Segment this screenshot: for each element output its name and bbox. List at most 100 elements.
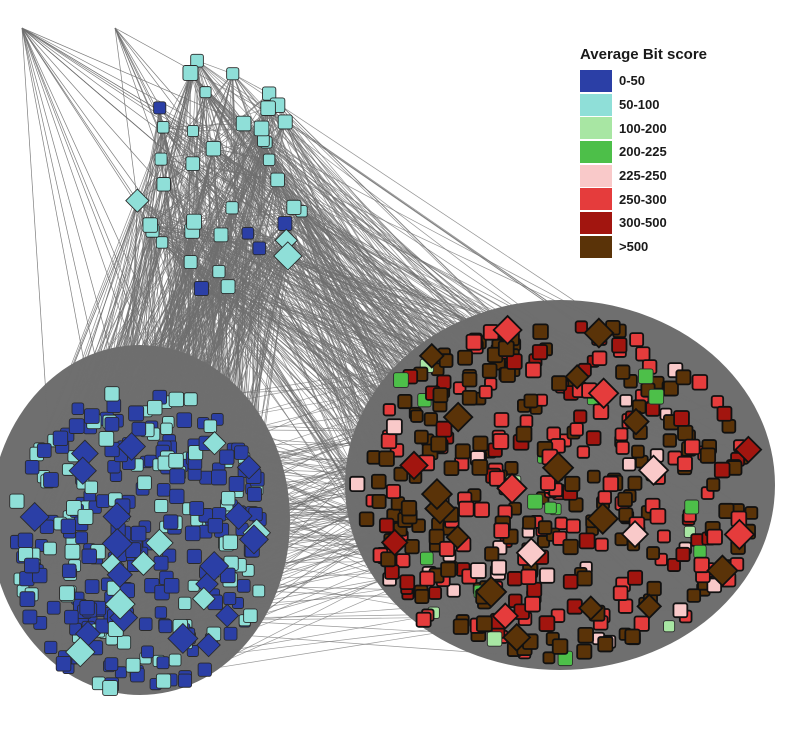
network-edge (91, 200, 138, 417)
network-node (693, 556, 710, 574)
network-edge (21, 27, 64, 664)
network-node (371, 473, 387, 490)
network-node-diamond (224, 501, 253, 531)
network-edge (268, 93, 562, 524)
legend-item: 0-50 (580, 69, 740, 93)
network-node (142, 217, 158, 233)
network-node (673, 410, 690, 427)
network-node (116, 635, 132, 650)
network-edge (114, 27, 229, 287)
network-node (672, 602, 689, 619)
network-node (60, 518, 77, 534)
network-node (656, 529, 671, 544)
network-node (539, 475, 556, 492)
network-node-diamond (418, 342, 445, 369)
network-node (163, 514, 179, 530)
legend-title: Average Bit score (580, 46, 708, 63)
network-node (676, 455, 693, 472)
network-node-diamond (442, 401, 474, 433)
network-edge (60, 127, 164, 439)
network-node-diamond (130, 550, 157, 576)
network-node-diamond (622, 407, 650, 436)
network-node-diamond (117, 432, 147, 461)
network-node (64, 609, 79, 625)
network-node (706, 528, 723, 546)
network-node-diamond (68, 456, 97, 485)
network-node-diamond (723, 518, 756, 551)
network-edge (36, 127, 164, 455)
network-node (384, 564, 400, 580)
network-edge (39, 200, 138, 449)
network-node (646, 580, 662, 597)
network-node (138, 617, 153, 631)
network-node (19, 591, 36, 607)
network-node-diamond (541, 451, 575, 484)
network-node (270, 172, 285, 188)
network-edge (175, 600, 516, 661)
network-node-diamond (474, 575, 508, 609)
legend-item: 200-225 (580, 140, 740, 164)
network-edge (21, 27, 186, 626)
legend-swatch (580, 235, 612, 258)
network-edge (190, 261, 462, 627)
network-node (675, 369, 692, 386)
network-edge (243, 123, 477, 348)
network-edge (21, 27, 295, 208)
network-node (551, 638, 569, 655)
network-node (615, 364, 631, 380)
network-node (475, 615, 493, 633)
network-node (55, 655, 72, 672)
network-node (193, 280, 209, 297)
network-edge (192, 163, 649, 391)
network-node (649, 507, 667, 525)
network-node (253, 120, 270, 137)
network-node (585, 430, 602, 446)
network-node (125, 657, 141, 673)
network-node (24, 460, 40, 475)
network-node (633, 615, 650, 632)
network-node-diamond (191, 586, 216, 611)
network-node (565, 518, 581, 534)
network-node (619, 394, 633, 408)
network-edge (196, 60, 233, 208)
legend: Average Bit score 0-50 50-100 100-200 200-2… (580, 46, 740, 259)
network-node (178, 596, 192, 611)
network-node-diamond (515, 537, 547, 569)
network-node (39, 519, 55, 534)
network-edge (21, 27, 233, 209)
network-node (236, 579, 251, 593)
network-node-diamond (492, 314, 523, 346)
legend-swatch (580, 140, 612, 163)
network-node (84, 579, 100, 594)
network-node (137, 475, 152, 491)
network-node (228, 476, 245, 492)
network-node (646, 546, 661, 560)
legend-item: >500 (580, 235, 740, 259)
network-node (43, 541, 57, 556)
network-node (419, 551, 434, 566)
network-edge (86, 242, 163, 512)
network-edge (127, 107, 161, 554)
network-node (393, 466, 409, 482)
network-node (699, 447, 717, 464)
network-node-diamond (620, 520, 650, 549)
network-node (691, 374, 709, 391)
network-edge (205, 92, 222, 235)
network-edge (268, 93, 395, 427)
legend-swatch (580, 211, 612, 234)
network-edge (21, 27, 151, 226)
network-node (710, 395, 725, 409)
network-node-diamond (19, 501, 50, 532)
network-node (690, 533, 704, 547)
network-edge (114, 27, 286, 224)
network-node (102, 680, 119, 696)
network-node (706, 477, 721, 492)
network-node (675, 546, 691, 562)
network-node (631, 444, 645, 459)
network-node (562, 573, 579, 590)
network-edge (150, 224, 260, 249)
network-node (44, 640, 58, 655)
network-node (84, 480, 99, 494)
network-node-diamond (636, 593, 663, 620)
network-node (52, 430, 69, 446)
